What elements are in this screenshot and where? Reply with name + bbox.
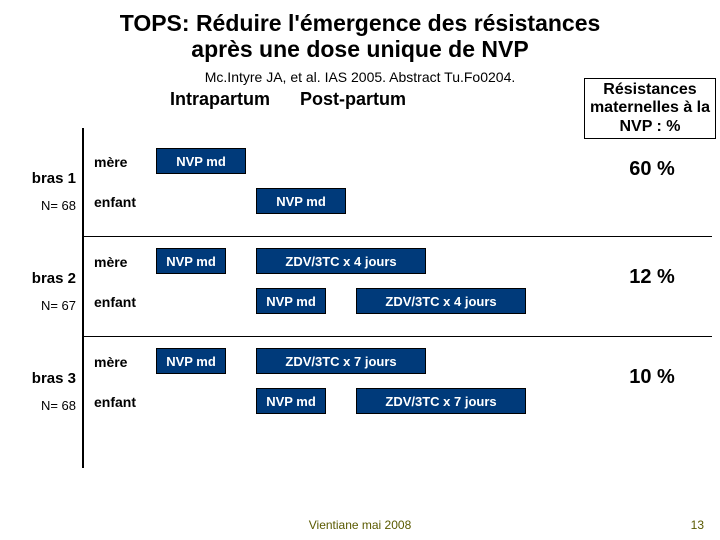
footer-date: Vientiane mai 2008: [0, 518, 720, 532]
arm-pct: 60 %: [592, 158, 712, 181]
role-enfant: enfant: [94, 394, 152, 410]
role-mere: mère: [94, 354, 152, 370]
resistance-callout: Résistances maternelles à la NVP : %: [584, 78, 716, 139]
separator: [84, 236, 712, 237]
track-enfant: NVP md: [156, 188, 582, 216]
arm-row: bras 1 N= 68 mère enfant NVP md NVP md 6…: [24, 148, 712, 248]
nvp-box: NVP md: [256, 188, 346, 214]
period-intrapartum: Intrapartum: [170, 89, 270, 110]
track-enfant: NVP md ZDV/3TC x 7 jours: [156, 388, 582, 416]
role-mere: mère: [94, 154, 152, 170]
arm-n: N= 68: [4, 198, 76, 213]
nvp-box: NVP md: [156, 148, 246, 174]
arm-pct: 10 %: [592, 366, 712, 389]
period-postpartum: Post-partum: [300, 89, 406, 110]
track-mere: NVP md: [156, 148, 582, 176]
diagram-stage: bras 1 N= 68 mère enfant NVP md NVP md 6…: [24, 148, 712, 488]
arm-n: N= 68: [4, 398, 76, 413]
arm-label: bras 2: [4, 270, 76, 287]
resistance-line-1: Résistances: [587, 81, 713, 99]
resistance-line-3: NVP : %: [587, 118, 713, 136]
zdv-box: ZDV/3TC x 7 jours: [256, 348, 426, 374]
arm-pct: 12 %: [592, 266, 712, 289]
resistance-line-2: maternelles à la: [587, 99, 713, 117]
zdv-box: ZDV/3TC x 4 jours: [256, 248, 426, 274]
zdv-box: ZDV/3TC x 4 jours: [356, 288, 526, 314]
nvp-box: NVP md: [156, 248, 226, 274]
title-line-2: après une dose unique de NVP: [191, 36, 528, 62]
role-enfant: enfant: [94, 194, 152, 210]
arm-row: bras 2 N= 67 mère enfant NVP md ZDV/3TC …: [24, 248, 712, 348]
arm-label: bras 3: [4, 370, 76, 387]
role-enfant: enfant: [94, 294, 152, 310]
track-mere: NVP md ZDV/3TC x 4 jours: [156, 248, 582, 276]
separator: [84, 336, 712, 337]
track-mere: NVP md ZDV/3TC x 7 jours: [156, 348, 582, 376]
footer-page: 13: [691, 518, 704, 532]
nvp-box: NVP md: [256, 288, 326, 314]
title-line-1: TOPS: Réduire l'émergence des résistance…: [120, 10, 601, 36]
nvp-box: NVP md: [256, 388, 326, 414]
arm-label: bras 1: [4, 170, 76, 187]
arm-row: bras 3 N= 68 mère enfant NVP md ZDV/3TC …: [24, 348, 712, 448]
slide-title: TOPS: Réduire l'émergence des résistance…: [0, 0, 720, 67]
nvp-box: NVP md: [156, 348, 226, 374]
arm-n: N= 67: [4, 298, 76, 313]
role-mere: mère: [94, 254, 152, 270]
zdv-box: ZDV/3TC x 7 jours: [356, 388, 526, 414]
track-enfant: NVP md ZDV/3TC x 4 jours: [156, 288, 582, 316]
